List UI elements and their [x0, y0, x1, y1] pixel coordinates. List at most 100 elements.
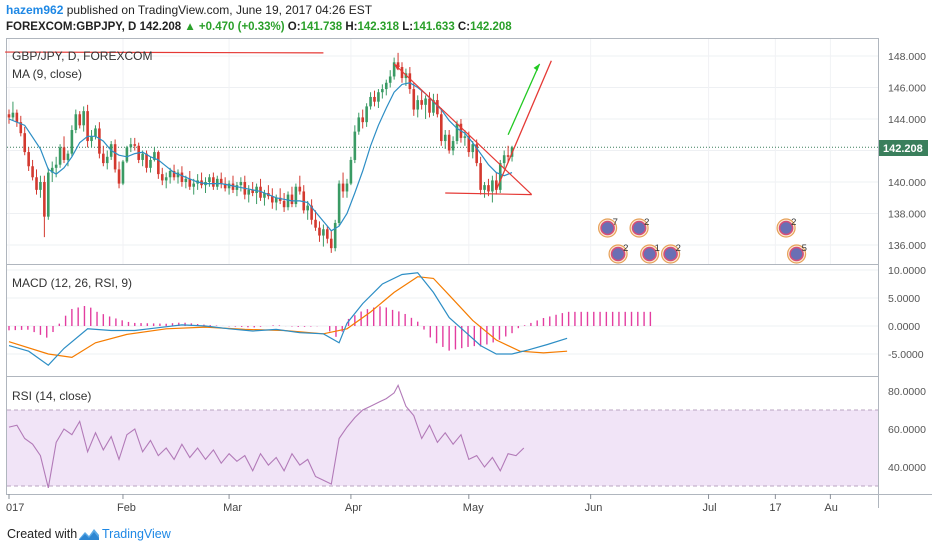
candle-down — [78, 114, 82, 126]
candle-down — [341, 183, 345, 192]
time-tick-label: 017 — [6, 502, 24, 514]
created-with-label: Created with — [7, 527, 78, 541]
candle-up — [66, 153, 70, 160]
candle-up — [70, 130, 74, 154]
macd-tick-label: -5.0000 — [888, 349, 924, 361]
time-tick-label: Feb — [117, 502, 136, 514]
candle-down — [157, 152, 160, 175]
projection-line — [495, 60, 552, 191]
candle-up — [184, 178, 188, 182]
symbol-label: FOREXCOM:GBPJPY, D — [6, 21, 137, 33]
candle-down — [420, 100, 423, 105]
candle-up — [208, 177, 211, 182]
price-tick-label: 146.000 — [888, 83, 926, 95]
event-count-label: 2 — [791, 217, 796, 228]
open-value: 141.738 — [300, 21, 343, 33]
candle-down — [43, 182, 46, 217]
time-tick-label: Apr — [345, 502, 362, 514]
candle-up — [255, 186, 258, 194]
bullish-arrow-head — [533, 63, 540, 71]
candle-up — [416, 100, 420, 110]
price-tick-label: 138.000 — [888, 209, 926, 221]
candle-down — [19, 122, 23, 134]
candle-up — [94, 128, 97, 137]
rsi-tick-label: 40.0000 — [888, 462, 926, 474]
candle-up — [432, 100, 435, 113]
candle-down — [7, 114, 11, 118]
down-trendline — [393, 63, 533, 196]
rsi-pane: 40.0000 60.0000 80.0000 — [7, 383, 926, 489]
candle-down — [318, 227, 321, 236]
candle-down — [117, 169, 121, 184]
candle-down — [27, 152, 30, 167]
candle-up — [345, 183, 349, 192]
candle-up — [74, 114, 78, 131]
candle-down — [113, 144, 117, 170]
ma-indicator-title: MA (9, close) — [12, 67, 82, 81]
candle-up — [463, 136, 467, 138]
candle-up — [58, 147, 62, 165]
macd-tick-label: 5.0000 — [888, 293, 920, 305]
candle-down — [412, 89, 416, 110]
candle-up — [353, 131, 357, 160]
candle-up — [333, 222, 337, 249]
candle-down — [495, 180, 498, 190]
candle-up — [105, 156, 109, 164]
candle-up — [47, 172, 50, 217]
event-count-label: 2 — [676, 243, 681, 254]
candle-down — [31, 166, 34, 178]
event-count-label: 7 — [613, 217, 618, 228]
event-count-label: 5 — [802, 243, 807, 254]
candle-down — [86, 111, 89, 142]
candle-down — [487, 185, 490, 192]
candle-down — [290, 194, 294, 205]
candle-up — [377, 92, 380, 102]
candle-down — [133, 144, 137, 146]
candle-down — [373, 96, 376, 102]
candle-up — [424, 98, 427, 105]
candle-down — [400, 67, 404, 79]
candle-up — [235, 185, 239, 190]
candle-up — [369, 96, 372, 107]
uk-flag-icon — [663, 246, 678, 262]
bullish-arrow-line — [507, 63, 541, 136]
candle-up — [365, 106, 368, 123]
candle-up — [384, 82, 388, 90]
candle-down — [282, 200, 286, 208]
candle-up — [90, 136, 93, 142]
price-pane-title: GBP/JPY, D, FOREXCOM — [12, 49, 152, 63]
macd-pane-frame — [6, 264, 879, 377]
uk-flag-icon — [631, 220, 647, 236]
candle-down — [160, 174, 164, 181]
candle-down — [506, 155, 510, 157]
time-tick-label: May — [463, 502, 484, 514]
candle-down — [35, 177, 38, 190]
uk-flag-icon — [600, 220, 615, 236]
published-text: published on TradingView.com, June 19, 2… — [66, 3, 373, 17]
macd-line — [8, 272, 568, 366]
macd-pane: -5.0000 0.0000 5.0000 10.0000 — [7, 265, 926, 366]
candle-up — [215, 178, 219, 187]
price-tick-label: 144.000 — [888, 114, 926, 126]
high-value: 142.318 — [357, 21, 400, 33]
candle-up — [392, 62, 396, 77]
candle-down — [298, 186, 302, 192]
candle-up — [164, 177, 168, 181]
price-change: ▲ +0.470 (+0.33%) — [184, 21, 285, 33]
time-tick-label: Mar — [223, 502, 242, 514]
candle-down — [231, 183, 235, 190]
candle-down — [436, 100, 439, 115]
chart-area[interactable]: 136.000138.000140.000142.000144.000146.0… — [0, 38, 932, 518]
candle-up — [498, 163, 502, 190]
tradingview-brand[interactable]: TradingView — [102, 527, 171, 541]
candle-up — [451, 141, 455, 151]
rsi-line — [8, 383, 525, 489]
trendline-arrow-head — [394, 63, 401, 70]
tradingview-logo-icon[interactable] — [78, 526, 100, 542]
candle-up — [322, 229, 325, 236]
candle-up — [263, 193, 266, 198]
author-link[interactable]: hazem962 — [6, 3, 64, 17]
candle-up — [491, 180, 494, 192]
candle-up — [39, 182, 42, 190]
candle-down — [408, 73, 412, 90]
